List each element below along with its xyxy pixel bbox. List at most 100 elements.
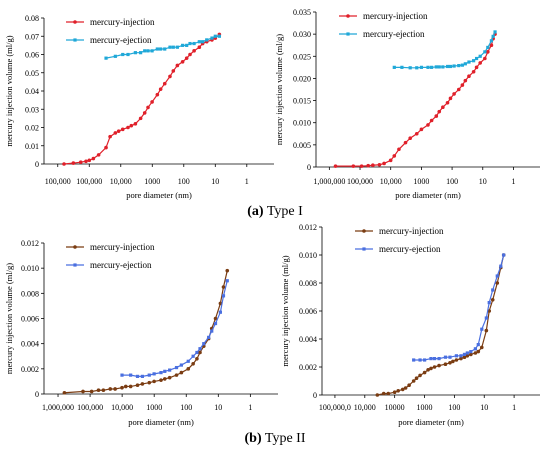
data-point-mercury-injection	[171, 69, 176, 73]
data-point-mercury-injection	[120, 127, 125, 132]
data-point-mercury-injection	[62, 162, 66, 166]
y-tick-label: 0	[307, 163, 311, 172]
legend-marker	[362, 247, 366, 251]
data-point-mercury-injection	[135, 383, 140, 387]
data-point-mercury-ejection	[175, 45, 179, 49]
data-point-mercury-ejection	[418, 358, 422, 362]
data-point-mercury-ejection	[113, 54, 117, 58]
data-point-mercury-injection	[162, 81, 167, 86]
data-point-mercury-injection	[96, 388, 101, 393]
data-point-mercury-ejection	[443, 355, 448, 359]
data-point-mercury-ejection	[207, 335, 211, 339]
y-axis-title: mercury injection volume (ml/g)	[280, 255, 290, 366]
data-point-mercury-ejection	[469, 350, 473, 354]
legend-label: mercury-injection	[379, 226, 444, 236]
legend-marker	[73, 263, 77, 267]
x-tick-label: 10,000	[354, 403, 376, 412]
data-point-mercury-injection	[188, 52, 192, 57]
legend-marker	[73, 38, 77, 42]
x-tick-label: 100,000	[77, 403, 103, 412]
data-point-mercury-ejection	[201, 40, 205, 44]
caption-b: (b) Type II	[0, 431, 550, 447]
data-point-mercury-ejection	[465, 351, 469, 355]
data-point-mercury-injection	[195, 356, 199, 361]
y-tick-label: 0	[313, 391, 317, 400]
caption-b-label: (b)	[244, 431, 262, 446]
data-point-mercury-injection	[359, 164, 364, 168]
data-point-mercury-injection	[371, 163, 375, 168]
y-tick-label: 0.010	[21, 264, 39, 273]
y-tick-label: 0.08	[25, 14, 39, 23]
caption-a-text: Type I	[266, 204, 303, 219]
y-tick-label: 0.03	[25, 105, 39, 114]
data-point-mercury-injection	[388, 158, 393, 163]
data-point-mercury-injection	[408, 136, 412, 141]
data-point-mercury-ejection	[198, 347, 202, 351]
data-point-mercury-injection	[437, 363, 441, 368]
data-point-mercury-injection	[454, 358, 459, 362]
data-point-mercury-injection	[91, 156, 96, 161]
y-tick-label: 0.035	[293, 8, 311, 17]
y-tick-label: 0.002	[299, 363, 317, 372]
data-point-mercury-injection	[162, 377, 167, 381]
data-point-mercury-injection	[381, 391, 386, 396]
data-point-mercury-injection	[452, 92, 456, 96]
data-point-mercury-injection	[441, 105, 445, 110]
data-point-mercury-injection	[489, 43, 494, 48]
data-point-mercury-injection	[471, 69, 476, 74]
data-point-mercury-ejection	[168, 45, 172, 49]
data-point-mercury-ejection	[462, 352, 467, 356]
x-tick-label: 10,000	[111, 403, 133, 412]
data-point-mercury-ejection	[213, 34, 217, 38]
data-point-mercury-injection	[448, 361, 452, 365]
data-point-mercury-injection	[392, 390, 397, 395]
data-point-mercury-ejection	[454, 354, 458, 358]
data-point-mercury-ejection	[179, 363, 183, 367]
data-point-mercury-ejection	[143, 49, 147, 53]
data-point-mercury-injection	[123, 384, 128, 389]
data-point-mercury-injection	[419, 127, 424, 132]
data-point-mercury-injection	[198, 350, 202, 355]
data-point-mercury-ejection	[463, 62, 467, 66]
legend-marker	[346, 32, 350, 36]
data-point-mercury-injection	[392, 154, 397, 158]
x-tick-label: 1	[248, 403, 252, 412]
data-point-mercury-ejection	[147, 373, 151, 377]
series-line-mercury-injection	[335, 33, 496, 167]
data-point-mercury-injection	[101, 388, 106, 393]
data-point-mercury-injection	[168, 74, 172, 79]
legend-label: mercury-ejection	[90, 260, 152, 270]
data-point-mercury-injection	[467, 74, 471, 79]
data-point-mercury-injection	[479, 345, 484, 350]
x-tick-label: 1	[245, 177, 249, 186]
y-tick-label: 0.012	[299, 223, 317, 232]
data-point-mercury-injection	[414, 376, 419, 381]
data-point-mercury-ejection	[400, 65, 404, 69]
legend-label: mercury-injection	[90, 242, 155, 252]
data-point-mercury-ejection	[459, 354, 463, 358]
data-point-mercury-injection	[71, 161, 76, 165]
data-point-mercury-injection	[366, 163, 370, 168]
legend-marker	[73, 20, 77, 24]
y-tick-label: 0.006	[21, 315, 39, 324]
x-tick-label: 1,000,000	[42, 403, 74, 412]
data-point-mercury-injection	[422, 370, 427, 375]
data-point-mercury-ejection	[140, 374, 144, 378]
data-point-mercury-ejection	[445, 64, 450, 69]
data-point-mercury-injection	[140, 382, 145, 386]
data-point-mercury-ejection	[210, 36, 214, 40]
data-point-mercury-injection	[186, 367, 191, 371]
x-tick-label: 100,000	[45, 177, 71, 186]
data-point-mercury-ejection	[457, 63, 461, 68]
caption-b-text: Type II	[264, 431, 306, 446]
data-point-mercury-ejection	[452, 64, 456, 68]
data-point-mercury-injection	[443, 362, 448, 367]
data-point-mercury-injection	[159, 378, 163, 382]
data-point-mercury-injection	[432, 365, 437, 369]
data-point-mercury-ejection	[392, 65, 396, 69]
data-point-mercury-injection	[465, 354, 470, 358]
data-point-mercury-ejection	[185, 43, 189, 47]
data-point-mercury-ejection	[155, 47, 159, 51]
data-point-mercury-injection	[192, 49, 196, 53]
caption-a: (a) Type I	[0, 204, 550, 220]
